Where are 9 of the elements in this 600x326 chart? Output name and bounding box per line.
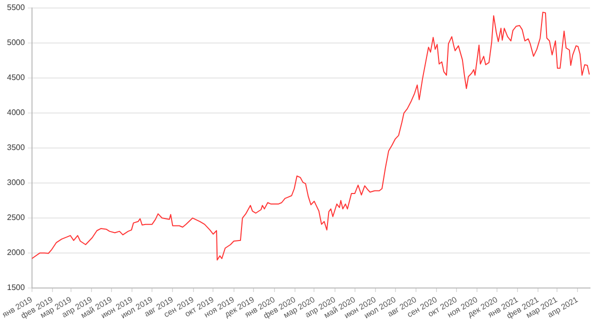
y-tick-label: 2000 [7,248,26,258]
y-tick-label: 4000 [7,108,26,118]
y-tick-label: 3000 [7,178,26,188]
y-tick-label: 5500 [7,3,26,12]
y-tick-label: 2500 [7,213,26,222]
y-tick-label: 3500 [7,143,26,152]
y-tick-label: 4500 [7,73,26,82]
y-tick-label: 1500 [7,283,26,292]
y-tick-label: 5000 [7,38,26,48]
